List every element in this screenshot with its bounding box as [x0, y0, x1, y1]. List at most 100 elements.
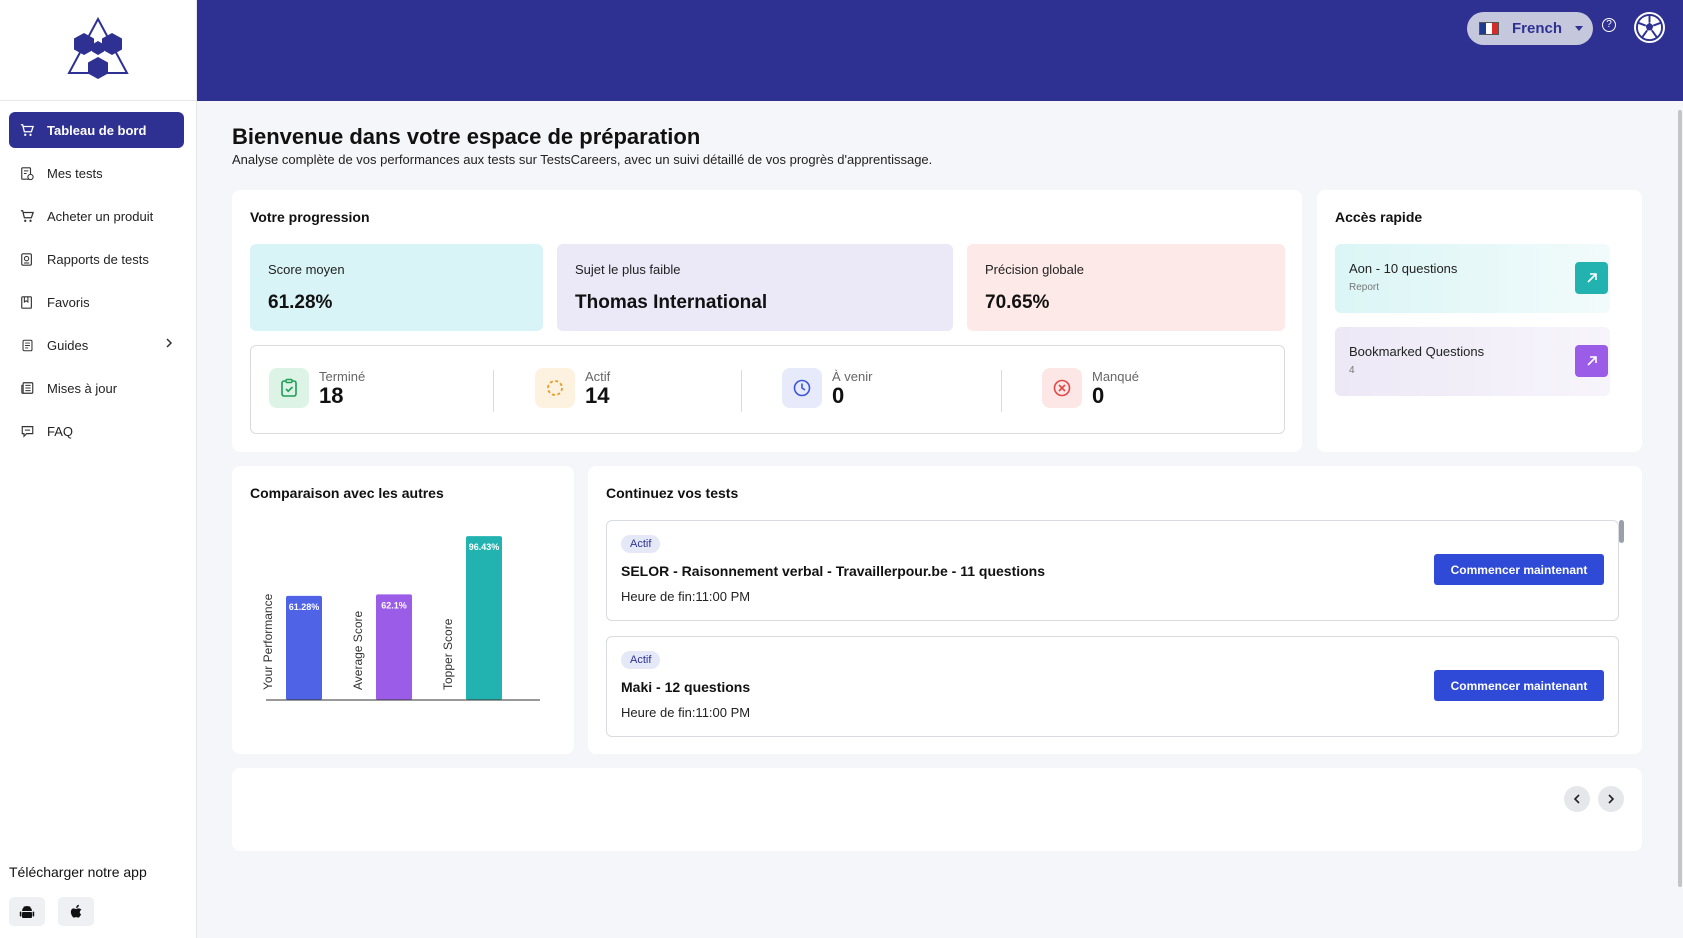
carousel-card	[232, 768, 1642, 851]
sidebar-item-favorites[interactable]: Favoris	[9, 284, 184, 320]
sidebar-item-faq[interactable]: FAQ	[9, 413, 184, 449]
bar	[376, 594, 412, 700]
language-label: French	[1512, 20, 1563, 37]
apple-app-button[interactable]	[58, 897, 94, 926]
document-icon	[19, 337, 35, 353]
bar-value-label: 61.28%	[289, 602, 320, 612]
chevron-right-icon	[1608, 794, 1615, 804]
sidebar-item-label: Guides	[47, 337, 89, 353]
quick-item-subtitle: Report	[1349, 282, 1380, 293]
status-badge: Actif	[621, 651, 661, 669]
divider	[741, 370, 742, 412]
app-store-links	[9, 897, 94, 926]
count-value: 14	[585, 382, 610, 408]
sidebar-item-buy-product[interactable]: Acheter un produit	[9, 198, 184, 234]
report-icon	[19, 251, 35, 267]
chevron-right-icon	[164, 337, 174, 352]
comparison-bar-chart: 61.28% Your Performance 62.1% Average Score…	[261, 536, 540, 701]
count-value: 0	[1092, 382, 1105, 408]
start-now-button[interactable]: Commencer maintenant	[1434, 554, 1604, 585]
news-icon	[19, 380, 35, 396]
category-label: Average Score	[351, 611, 365, 690]
stat-label: Score moyen	[268, 262, 345, 277]
bar	[466, 536, 502, 700]
arrow-up-right-icon[interactable]	[1575, 262, 1608, 294]
weakest-subject-card: Sujet le plus faible Thomas Internationa…	[557, 244, 953, 331]
clock-icon	[782, 368, 822, 408]
test-status-counts: Terminé 18 Actif 14 À venir 0 Manqué 0	[250, 345, 1285, 434]
sidebar-item-my-tests[interactable]: Mes tests	[9, 155, 184, 191]
android-icon	[19, 905, 35, 918]
test-end-time: Heure de fin:11:00 PM	[621, 705, 751, 720]
x-circle-icon	[1042, 368, 1082, 408]
quick-access-title: Accès rapide	[1335, 209, 1423, 225]
status-badge: Actif	[621, 535, 661, 553]
category-label: Topper Score	[441, 618, 455, 690]
bookmark-icon	[19, 294, 35, 310]
overall-accuracy-card: Précision globale 70.65%	[967, 244, 1285, 331]
cart-icon	[19, 122, 35, 138]
comparison-title: Comparaison avec les autres	[250, 485, 444, 501]
stat-value: 61.28%	[268, 292, 333, 313]
page-scrollbar[interactable]	[1678, 110, 1682, 887]
soccer-ball-icon	[1635, 13, 1664, 42]
apple-icon	[70, 904, 81, 918]
quick-item-subtitle: 4	[1349, 365, 1355, 376]
page-title: Bienvenue dans votre espace de préparati…	[232, 124, 701, 149]
stat-value: 70.65%	[985, 292, 1050, 313]
count-upcoming: À venir 0	[782, 368, 872, 408]
progress-title: Votre progression	[250, 209, 370, 225]
sidebar-item-dashboard[interactable]: Tableau de bord	[9, 112, 184, 148]
loading-circle-icon	[535, 368, 575, 408]
carousel-prev-button[interactable]	[1564, 786, 1590, 812]
chat-icon	[19, 423, 35, 439]
arrow-up-right-icon[interactable]	[1575, 345, 1608, 377]
quick-access-item-aon[interactable]: Aon - 10 questions Report	[1335, 244, 1610, 313]
carousel-next-button[interactable]	[1598, 786, 1624, 812]
cart-icon	[19, 208, 35, 224]
android-app-button[interactable]	[9, 897, 45, 926]
count-completed: Terminé 18	[269, 368, 365, 408]
count-label: Actif	[585, 368, 611, 384]
caret-down-icon	[1575, 26, 1583, 31]
sidebar-item-updates[interactable]: Mises à jour	[9, 370, 184, 406]
sidebar-item-label: Mises à jour	[47, 380, 118, 396]
language-selector[interactable]: French	[1467, 12, 1593, 45]
stat-label: Précision globale	[985, 262, 1085, 277]
test-name: Maki - 12 questions	[621, 679, 751, 695]
count-label: Terminé	[319, 368, 366, 384]
divider	[493, 370, 494, 412]
sidebar-item-label: Rapports de tests	[47, 251, 149, 267]
chevron-left-icon	[1573, 794, 1580, 804]
count-value: 18	[319, 382, 344, 408]
quick-access-item-bookmarks[interactable]: Bookmarked Questions 4	[1335, 327, 1610, 396]
bar	[286, 595, 322, 700]
download-app-label: Télécharger notre app	[9, 864, 147, 880]
divider	[1001, 370, 1002, 412]
tests-icon	[19, 165, 35, 181]
logo[interactable]	[0, 0, 196, 101]
tests-list-scrollbar[interactable]	[1619, 520, 1624, 543]
stat-label: Sujet le plus faible	[575, 262, 681, 277]
start-now-button[interactable]: Commencer maintenant	[1434, 670, 1604, 701]
quick-item-title: Aon - 10 questions	[1349, 261, 1458, 276]
count-active: Actif 14	[535, 368, 610, 408]
sidebar-item-label: FAQ	[47, 423, 74, 439]
category-label: Your Performance	[261, 593, 275, 690]
top-header	[197, 0, 1683, 101]
avatar[interactable]	[1634, 12, 1665, 43]
hexagon-logo-icon	[67, 17, 129, 79]
stat-value: Thomas International	[575, 292, 768, 313]
sidebar-item-test-reports[interactable]: Rapports de tests	[9, 241, 184, 277]
test-name: SELOR - Raisonnement verbal - Travailler…	[621, 563, 1046, 579]
quick-item-title: Bookmarked Questions	[1349, 344, 1485, 359]
sidebar-item-label: Favoris	[47, 294, 90, 310]
count-label: À venir	[832, 368, 873, 384]
test-end-time: Heure de fin:11:00 PM	[621, 589, 751, 604]
sidebar-nav: Tableau de bord Mes tests Acheter un pro…	[0, 101, 196, 449]
bar-value-label: 96.43%	[469, 542, 500, 552]
sidebar-item-guides[interactable]: Guides	[9, 327, 184, 363]
france-flag-icon	[1479, 22, 1499, 35]
help-icon[interactable]: ?	[1602, 18, 1616, 32]
count-label: Manqué	[1092, 368, 1139, 384]
